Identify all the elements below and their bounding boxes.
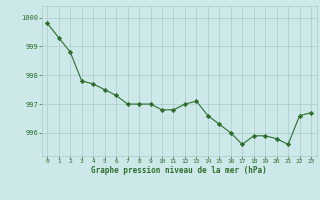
X-axis label: Graphe pression niveau de la mer (hPa): Graphe pression niveau de la mer (hPa)	[91, 166, 267, 175]
